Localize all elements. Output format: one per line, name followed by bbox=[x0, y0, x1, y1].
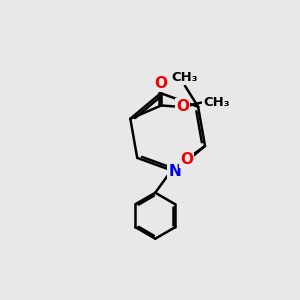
Text: N: N bbox=[168, 164, 181, 179]
Text: O: O bbox=[176, 100, 189, 115]
Text: O: O bbox=[180, 152, 193, 167]
Text: CH₃: CH₃ bbox=[203, 96, 230, 109]
Text: O: O bbox=[155, 76, 168, 91]
Text: CH₃: CH₃ bbox=[172, 71, 198, 84]
